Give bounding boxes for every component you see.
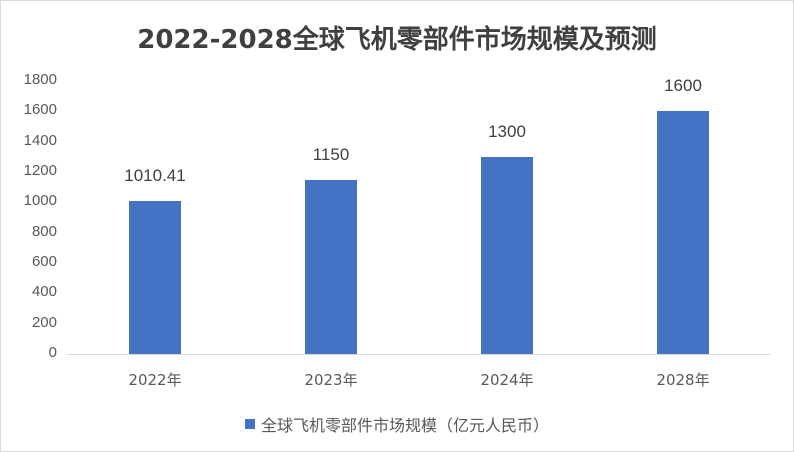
chart-title: 2022-2028全球飞机零部件市场规模及预测	[137, 25, 657, 55]
y-tick-label: 1600	[23, 101, 57, 119]
data-label: 1300	[488, 121, 526, 141]
y-tick-label: 1000	[23, 192, 57, 210]
y-tick-label: 0	[48, 344, 57, 361]
y-tick-label: 200	[31, 313, 57, 331]
legend-label: 全球飞机零部件市场规模（亿元人民币）	[260, 416, 549, 435]
y-tick-label: 1400	[23, 131, 57, 149]
y-tick-label: 1200	[23, 162, 57, 179]
legend: 全球飞机零部件市场规模（亿元人民币）	[1, 412, 793, 436]
x-tick-label: 2028年	[656, 371, 710, 389]
data-label: 1010.41	[124, 165, 186, 185]
x-tick-label: 2023年	[304, 371, 358, 389]
bar	[305, 179, 357, 354]
y-tick-label: 600	[31, 253, 57, 270]
bar	[481, 156, 533, 354]
bar	[657, 111, 709, 354]
legend-swatch	[244, 419, 255, 429]
bar	[129, 200, 181, 354]
x-tick-label: 2022年	[128, 371, 182, 389]
x-axis-line	[67, 354, 771, 355]
y-tick-label: 400	[31, 283, 57, 301]
data-label: 1600	[664, 76, 702, 96]
x-tick-label: 2024年	[480, 371, 534, 389]
y-tick-label: 1800	[23, 71, 57, 88]
y-tick-label: 800	[31, 222, 57, 240]
data-label: 1150	[312, 144, 350, 164]
